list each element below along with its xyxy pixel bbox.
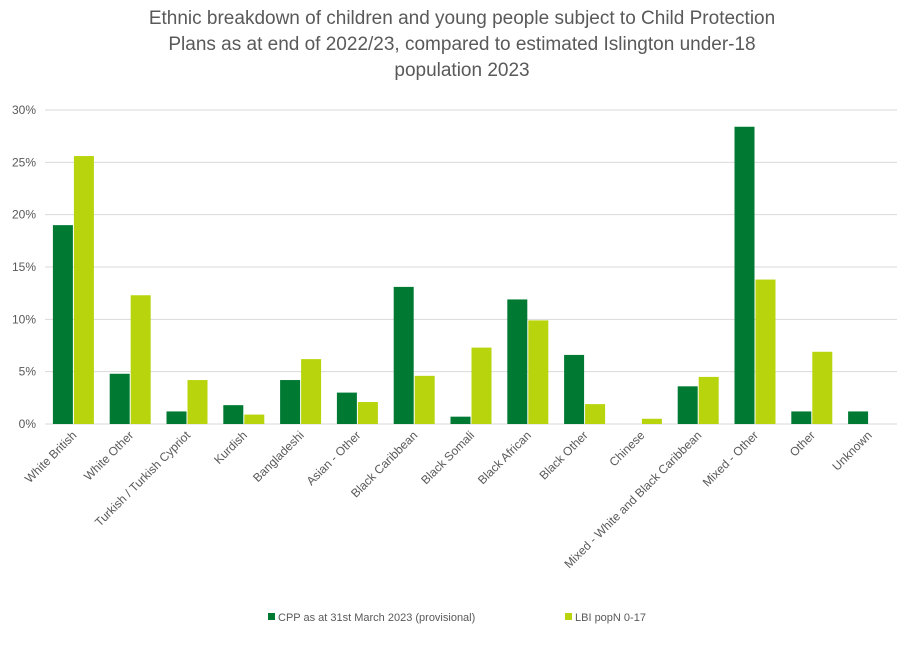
bar-lbi-pop xyxy=(471,347,492,424)
x-category-label: Black Other xyxy=(536,428,590,482)
y-tick-label: 5% xyxy=(19,365,37,379)
y-tick-label: 10% xyxy=(12,312,36,326)
bar-lbi-pop xyxy=(755,279,776,424)
bar-cpp xyxy=(223,405,244,424)
y-tick-label: 20% xyxy=(12,208,36,222)
bar-cpp xyxy=(450,416,471,424)
bar-cpp xyxy=(848,411,869,424)
y-tick-label: 15% xyxy=(12,260,36,274)
legend-label: CPP as at 31st March 2023 (provisional) xyxy=(278,612,475,624)
bar-lbi-pop xyxy=(187,380,208,424)
legend-label: LBI popN 0-17 xyxy=(575,612,646,624)
bar-lbi-pop xyxy=(414,375,435,424)
bar-lbi-pop xyxy=(528,320,549,424)
x-category-label: White British xyxy=(22,428,80,486)
x-category-label: Unknown xyxy=(829,428,874,473)
bar-cpp xyxy=(109,373,130,424)
x-category-label: Asian - Other xyxy=(304,428,364,488)
y-tick-label: 0% xyxy=(19,417,37,431)
x-category-label: Black Somali xyxy=(418,428,477,487)
x-category-label: Kurdish xyxy=(211,428,250,467)
bar-lbi-pop xyxy=(244,414,265,424)
bar-lbi-pop xyxy=(301,359,322,424)
bar-cpp xyxy=(507,299,528,424)
bar-cpp xyxy=(393,286,414,424)
bar-cpp xyxy=(166,411,187,424)
y-tick-label: 25% xyxy=(12,155,36,169)
bar-cpp xyxy=(791,411,812,424)
chart-title-line-3: population 2023 xyxy=(394,60,529,81)
legend-swatch xyxy=(268,613,275,620)
bar-lbi-pop xyxy=(130,295,151,424)
bar-cpp xyxy=(52,225,73,424)
bar-cpp xyxy=(280,380,301,424)
bar-lbi-pop xyxy=(585,404,606,424)
bar-lbi-pop xyxy=(641,418,662,424)
x-category-label: Bangladeshi xyxy=(250,428,307,485)
bar-lbi-pop xyxy=(357,402,378,424)
x-category-label: White Other xyxy=(81,428,136,483)
y-tick-label: 30% xyxy=(12,103,36,117)
legend-swatch xyxy=(565,613,572,620)
bar-cpp xyxy=(564,354,585,424)
bar-cpp xyxy=(677,386,698,424)
x-category-label: Turkish / Turkish Cypriot xyxy=(92,428,194,530)
bar-cpp xyxy=(734,126,755,424)
x-category-label: Mixed - Other xyxy=(700,428,761,489)
x-category-label: Black African xyxy=(475,428,534,487)
bar-lbi-pop xyxy=(698,376,719,424)
bar-cpp xyxy=(336,392,357,424)
chart-title-line-1: Ethnic breakdown of children and young p… xyxy=(149,8,775,29)
x-category-label: Chinese xyxy=(606,428,647,469)
bar-lbi-pop xyxy=(73,156,94,424)
chart-title-line-2: Plans as at end of 2022/23, compared to … xyxy=(168,34,755,55)
bar-lbi-pop xyxy=(812,351,833,424)
x-category-label: Other xyxy=(787,428,818,459)
